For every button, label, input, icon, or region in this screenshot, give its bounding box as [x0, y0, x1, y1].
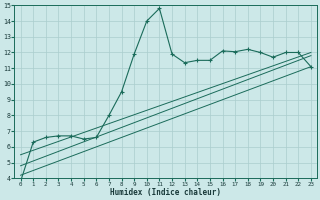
- X-axis label: Humidex (Indice chaleur): Humidex (Indice chaleur): [110, 188, 221, 197]
